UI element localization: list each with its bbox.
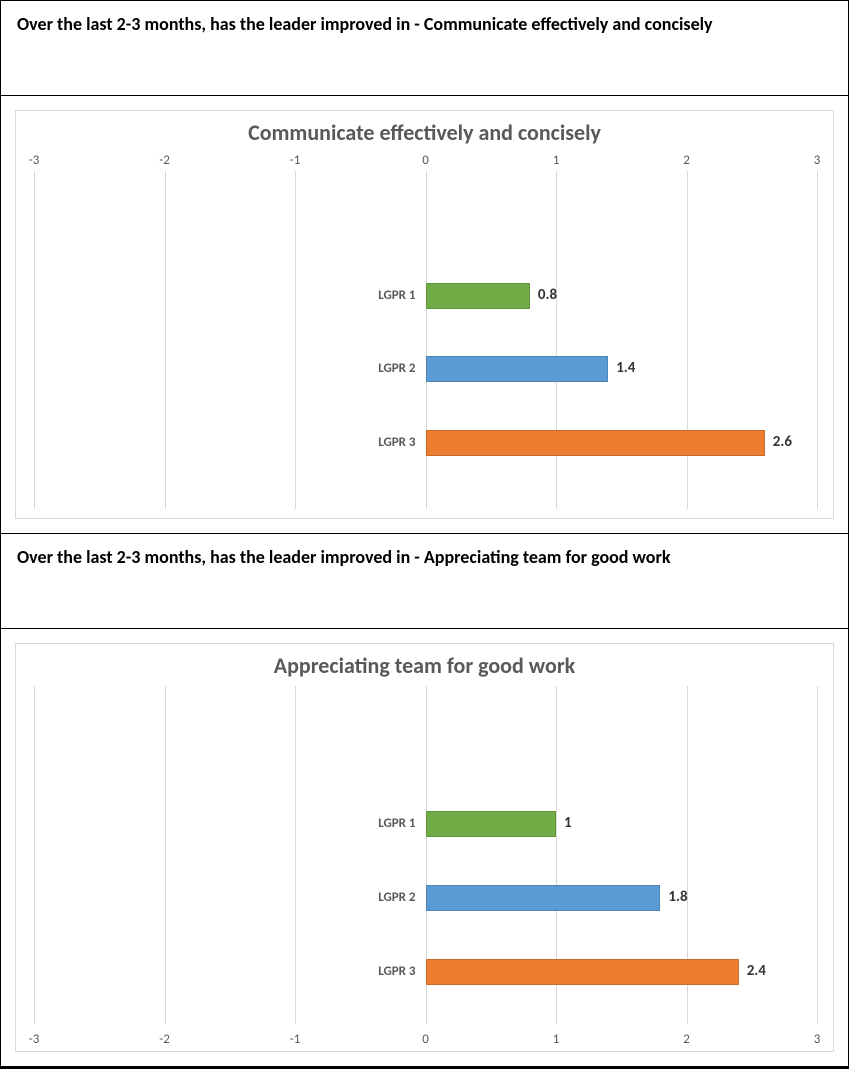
x-tick-label: 3 [814,1032,821,1047]
value-label: 2.6 [773,433,792,451]
category-label: LGPR 2 [366,361,416,376]
grid-line [426,171,427,509]
value-label: 0.8 [538,286,557,304]
panel-chart-cell: Appreciating team for good work -3 -2 -1 0 1 2… [1,628,848,1066]
grid-line [817,686,818,1024]
category-label: LGPR 1 [366,816,416,831]
x-tick-label: -1 [290,153,301,168]
panel-header-text: Over the last 2-3 months, has the leader… [17,546,671,568]
x-tick-label: 3 [814,153,821,168]
category-label: LGPR 3 [366,964,416,979]
chart: Communicate effectively and concisely -3 -… [15,110,834,519]
x-tick-label: 0 [422,153,429,168]
x-tick-label: -1 [290,1032,301,1047]
value-label: 1.4 [616,359,635,377]
x-tick-label: -2 [159,1032,170,1047]
bar [426,959,739,985]
bar [426,356,609,382]
grid-line [295,686,296,1024]
grid-line [34,171,35,509]
panel-header-text: Over the last 2-3 months, has the leader… [17,13,713,35]
category-label: LGPR 3 [366,435,416,450]
grid-line [34,686,35,1024]
x-tick-label: -3 [29,1032,40,1047]
panel-header: Over the last 2-3 months, has the leader… [1,533,848,628]
panel-header: Over the last 2-3 months, has the leader… [1,0,848,95]
grid-line [165,171,166,509]
category-label: LGPR 2 [366,890,416,905]
chart-title: Appreciating team for good work [16,652,833,679]
x-tick-label: 0 [422,1032,429,1047]
chart-title: Communicate effectively and concisely [16,119,833,146]
report-page: Over the last 2-3 months, has the leader… [0,0,849,1069]
value-label: 1.8 [668,888,687,906]
x-tick-label: -3 [29,153,40,168]
grid-line [165,686,166,1024]
category-label: LGPR 1 [366,288,416,303]
bar [426,283,530,309]
x-tick-label: 1 [553,1032,560,1047]
bar [426,811,557,837]
x-tick-label: 1 [553,153,560,168]
x-tick-label: -2 [159,153,170,168]
panel-chart-cell: Communicate effectively and concisely -3 -… [1,95,848,533]
chart: Appreciating team for good work -3 -2 -1 0 1 2… [15,643,834,1052]
grid-line [556,171,557,509]
value-label: 2.4 [747,962,766,980]
grid-line [295,171,296,509]
x-tick-label: 2 [683,153,690,168]
grid-line [687,171,688,509]
value-label: 1 [564,814,572,832]
x-tick-label: 2 [683,1032,690,1047]
bar [426,430,765,456]
bar [426,885,661,911]
grid-line [817,171,818,509]
